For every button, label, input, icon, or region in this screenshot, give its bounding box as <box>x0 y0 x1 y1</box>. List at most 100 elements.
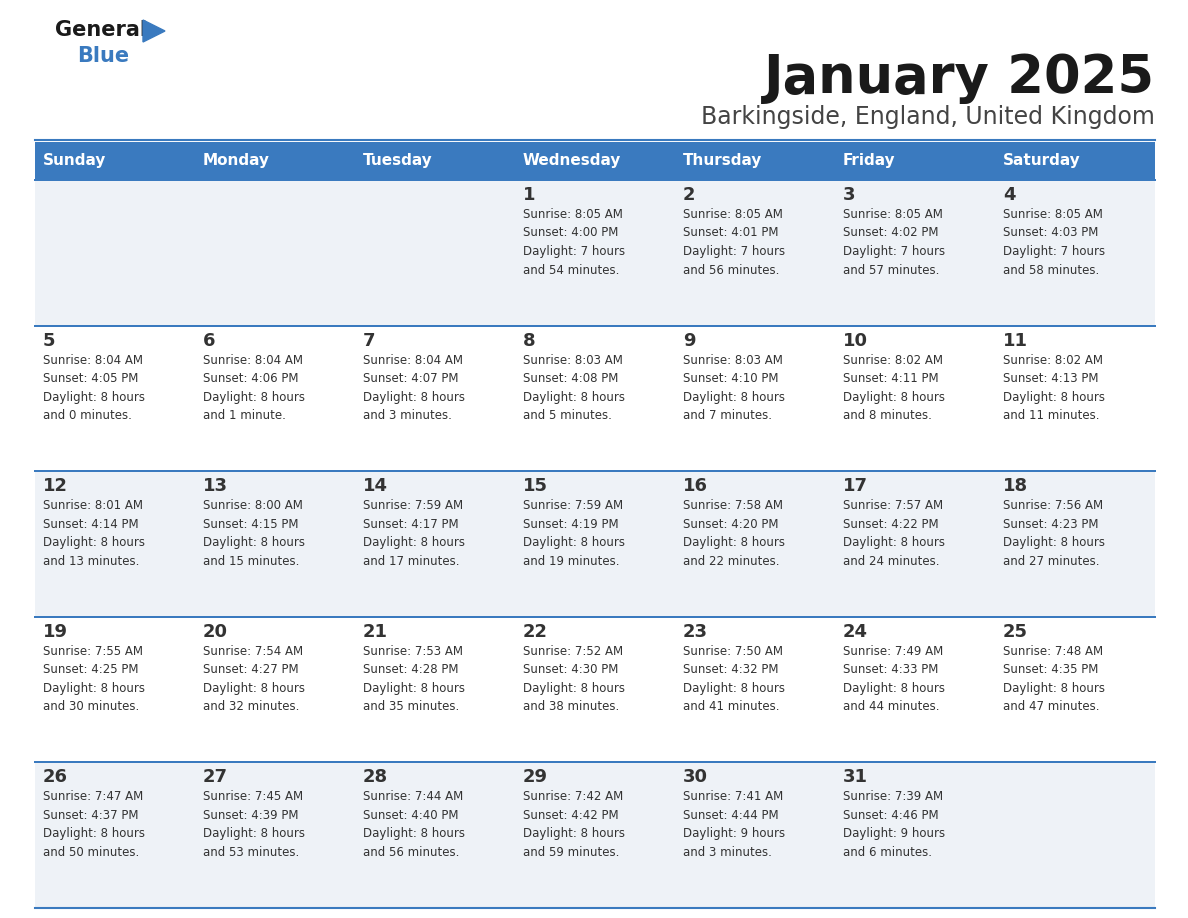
Text: 2: 2 <box>683 186 695 204</box>
Bar <box>195 617 355 763</box>
Bar <box>675 617 835 763</box>
Text: Sunrise: 7:56 AM
Sunset: 4:23 PM
Daylight: 8 hours
and 27 minutes.: Sunrise: 7:56 AM Sunset: 4:23 PM Dayligh… <box>1003 499 1105 567</box>
Text: Sunrise: 7:44 AM
Sunset: 4:40 PM
Daylight: 8 hours
and 56 minutes.: Sunrise: 7:44 AM Sunset: 4:40 PM Dayligh… <box>364 790 465 859</box>
Text: Sunrise: 8:04 AM
Sunset: 4:07 PM
Daylight: 8 hours
and 3 minutes.: Sunrise: 8:04 AM Sunset: 4:07 PM Dayligh… <box>364 353 465 422</box>
Text: 30: 30 <box>683 768 708 787</box>
Bar <box>195 326 355 471</box>
Text: Saturday: Saturday <box>1003 153 1081 169</box>
Text: Sunrise: 7:58 AM
Sunset: 4:20 PM
Daylight: 8 hours
and 22 minutes.: Sunrise: 7:58 AM Sunset: 4:20 PM Dayligh… <box>683 499 785 567</box>
Bar <box>835 180 996 326</box>
Text: 21: 21 <box>364 622 388 641</box>
Bar <box>996 763 1155 908</box>
Bar <box>195 142 355 180</box>
Text: Sunrise: 7:52 AM
Sunset: 4:30 PM
Daylight: 8 hours
and 38 minutes.: Sunrise: 7:52 AM Sunset: 4:30 PM Dayligh… <box>523 644 625 713</box>
Text: January 2025: January 2025 <box>764 52 1155 104</box>
Text: Tuesday: Tuesday <box>364 153 432 169</box>
Bar <box>34 763 195 908</box>
Text: 23: 23 <box>683 622 708 641</box>
Text: 1: 1 <box>523 186 536 204</box>
Text: Sunrise: 7:50 AM
Sunset: 4:32 PM
Daylight: 8 hours
and 41 minutes.: Sunrise: 7:50 AM Sunset: 4:32 PM Dayligh… <box>683 644 785 713</box>
Bar <box>516 326 675 471</box>
Bar <box>195 471 355 617</box>
Bar <box>516 617 675 763</box>
Text: Thursday: Thursday <box>683 153 763 169</box>
Text: Sunrise: 8:05 AM
Sunset: 4:01 PM
Daylight: 7 hours
and 56 minutes.: Sunrise: 8:05 AM Sunset: 4:01 PM Dayligh… <box>683 208 785 276</box>
Text: Friday: Friday <box>843 153 896 169</box>
Text: 26: 26 <box>43 768 68 787</box>
Bar <box>996 471 1155 617</box>
Text: 29: 29 <box>523 768 548 787</box>
Bar <box>996 617 1155 763</box>
Bar <box>675 326 835 471</box>
Text: Sunrise: 7:41 AM
Sunset: 4:44 PM
Daylight: 9 hours
and 3 minutes.: Sunrise: 7:41 AM Sunset: 4:44 PM Dayligh… <box>683 790 785 859</box>
Bar <box>34 617 195 763</box>
Bar <box>355 763 516 908</box>
Text: Sunrise: 7:49 AM
Sunset: 4:33 PM
Daylight: 8 hours
and 44 minutes.: Sunrise: 7:49 AM Sunset: 4:33 PM Dayligh… <box>843 644 944 713</box>
Bar <box>835 617 996 763</box>
Bar <box>835 763 996 908</box>
Text: Sunrise: 8:04 AM
Sunset: 4:06 PM
Daylight: 8 hours
and 1 minute.: Sunrise: 8:04 AM Sunset: 4:06 PM Dayligh… <box>203 353 305 422</box>
Text: Sunrise: 7:53 AM
Sunset: 4:28 PM
Daylight: 8 hours
and 35 minutes.: Sunrise: 7:53 AM Sunset: 4:28 PM Dayligh… <box>364 644 465 713</box>
Text: Sunrise: 7:39 AM
Sunset: 4:46 PM
Daylight: 9 hours
and 6 minutes.: Sunrise: 7:39 AM Sunset: 4:46 PM Dayligh… <box>843 790 946 859</box>
Bar <box>355 142 516 180</box>
Text: Sunrise: 8:04 AM
Sunset: 4:05 PM
Daylight: 8 hours
and 0 minutes.: Sunrise: 8:04 AM Sunset: 4:05 PM Dayligh… <box>43 353 145 422</box>
Bar <box>996 180 1155 326</box>
Text: 4: 4 <box>1003 186 1016 204</box>
Text: 11: 11 <box>1003 331 1028 350</box>
Text: 6: 6 <box>203 331 215 350</box>
Text: Sunrise: 8:02 AM
Sunset: 4:11 PM
Daylight: 8 hours
and 8 minutes.: Sunrise: 8:02 AM Sunset: 4:11 PM Dayligh… <box>843 353 944 422</box>
Text: General: General <box>55 20 147 40</box>
Bar <box>355 326 516 471</box>
Text: 14: 14 <box>364 477 388 495</box>
Bar <box>835 471 996 617</box>
Text: 17: 17 <box>843 477 868 495</box>
Text: 7: 7 <box>364 331 375 350</box>
Text: 25: 25 <box>1003 622 1028 641</box>
Text: Sunrise: 8:03 AM
Sunset: 4:08 PM
Daylight: 8 hours
and 5 minutes.: Sunrise: 8:03 AM Sunset: 4:08 PM Dayligh… <box>523 353 625 422</box>
Bar <box>516 142 675 180</box>
Text: Wednesday: Wednesday <box>523 153 621 169</box>
Text: Monday: Monday <box>203 153 270 169</box>
Text: Sunrise: 7:55 AM
Sunset: 4:25 PM
Daylight: 8 hours
and 30 minutes.: Sunrise: 7:55 AM Sunset: 4:25 PM Dayligh… <box>43 644 145 713</box>
Bar <box>34 326 195 471</box>
Bar <box>34 180 195 326</box>
Text: 13: 13 <box>203 477 228 495</box>
Text: Sunrise: 8:02 AM
Sunset: 4:13 PM
Daylight: 8 hours
and 11 minutes.: Sunrise: 8:02 AM Sunset: 4:13 PM Dayligh… <box>1003 353 1105 422</box>
Bar <box>195 180 355 326</box>
Text: 31: 31 <box>843 768 868 787</box>
Text: Sunrise: 8:05 AM
Sunset: 4:02 PM
Daylight: 7 hours
and 57 minutes.: Sunrise: 8:05 AM Sunset: 4:02 PM Dayligh… <box>843 208 946 276</box>
Bar <box>675 471 835 617</box>
Bar <box>516 180 675 326</box>
Bar <box>355 617 516 763</box>
Bar <box>835 326 996 471</box>
Bar <box>34 471 195 617</box>
Text: Sunrise: 7:45 AM
Sunset: 4:39 PM
Daylight: 8 hours
and 53 minutes.: Sunrise: 7:45 AM Sunset: 4:39 PM Dayligh… <box>203 790 305 859</box>
Text: Sunrise: 8:05 AM
Sunset: 4:03 PM
Daylight: 7 hours
and 58 minutes.: Sunrise: 8:05 AM Sunset: 4:03 PM Dayligh… <box>1003 208 1105 276</box>
Bar <box>34 142 195 180</box>
Text: Sunrise: 7:59 AM
Sunset: 4:17 PM
Daylight: 8 hours
and 17 minutes.: Sunrise: 7:59 AM Sunset: 4:17 PM Dayligh… <box>364 499 465 567</box>
Text: 27: 27 <box>203 768 228 787</box>
Text: 9: 9 <box>683 331 695 350</box>
Text: Sunrise: 7:42 AM
Sunset: 4:42 PM
Daylight: 8 hours
and 59 minutes.: Sunrise: 7:42 AM Sunset: 4:42 PM Dayligh… <box>523 790 625 859</box>
Text: Sunrise: 8:05 AM
Sunset: 4:00 PM
Daylight: 7 hours
and 54 minutes.: Sunrise: 8:05 AM Sunset: 4:00 PM Dayligh… <box>523 208 625 276</box>
Text: Sunrise: 7:57 AM
Sunset: 4:22 PM
Daylight: 8 hours
and 24 minutes.: Sunrise: 7:57 AM Sunset: 4:22 PM Dayligh… <box>843 499 944 567</box>
Text: Sunrise: 8:03 AM
Sunset: 4:10 PM
Daylight: 8 hours
and 7 minutes.: Sunrise: 8:03 AM Sunset: 4:10 PM Dayligh… <box>683 353 785 422</box>
Text: 12: 12 <box>43 477 68 495</box>
Bar <box>516 471 675 617</box>
Text: Sunrise: 8:00 AM
Sunset: 4:15 PM
Daylight: 8 hours
and 15 minutes.: Sunrise: 8:00 AM Sunset: 4:15 PM Dayligh… <box>203 499 305 567</box>
Bar <box>355 471 516 617</box>
Text: Sunday: Sunday <box>43 153 107 169</box>
Text: 3: 3 <box>843 186 855 204</box>
Text: Sunrise: 7:59 AM
Sunset: 4:19 PM
Daylight: 8 hours
and 19 minutes.: Sunrise: 7:59 AM Sunset: 4:19 PM Dayligh… <box>523 499 625 567</box>
Text: 28: 28 <box>364 768 388 787</box>
Bar <box>355 180 516 326</box>
Bar <box>996 142 1155 180</box>
Text: 5: 5 <box>43 331 56 350</box>
Text: 15: 15 <box>523 477 548 495</box>
Text: 22: 22 <box>523 622 548 641</box>
Text: Blue: Blue <box>77 46 129 66</box>
Bar <box>996 326 1155 471</box>
Polygon shape <box>143 20 165 42</box>
Text: Sunrise: 7:47 AM
Sunset: 4:37 PM
Daylight: 8 hours
and 50 minutes.: Sunrise: 7:47 AM Sunset: 4:37 PM Dayligh… <box>43 790 145 859</box>
Text: 16: 16 <box>683 477 708 495</box>
